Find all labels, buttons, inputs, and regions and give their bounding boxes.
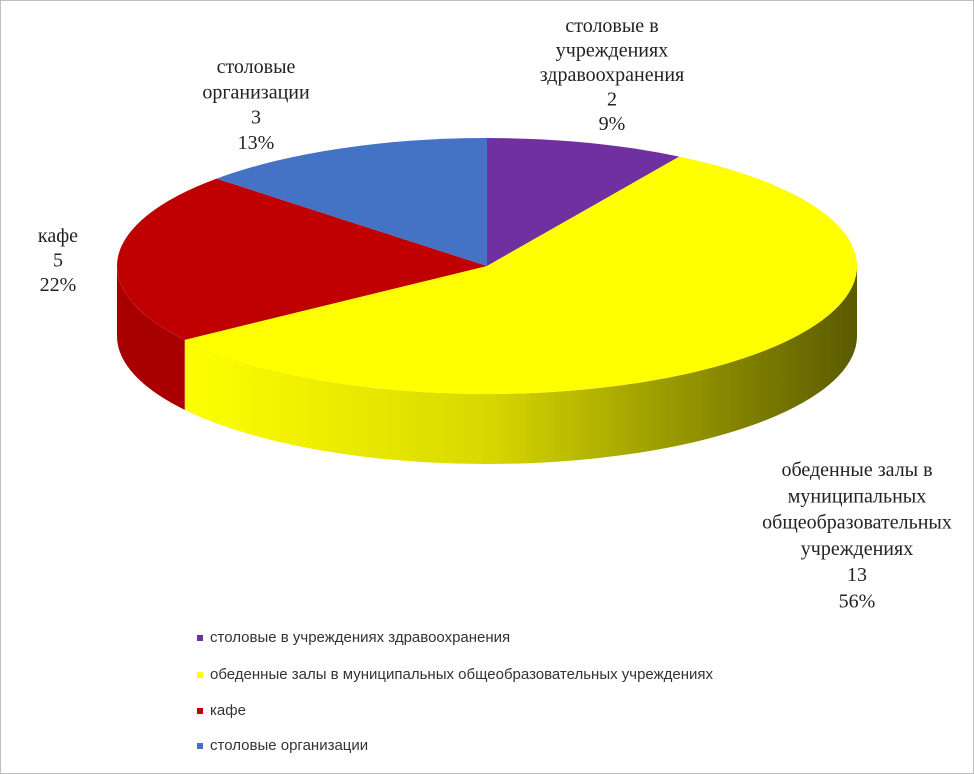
slice [216, 138, 487, 266]
legend-marker [197, 743, 203, 749]
data-label: 56% [839, 591, 876, 613]
data-label: 13 [847, 564, 867, 586]
legend-label: обеденные залы в муниципальных общеобраз… [210, 666, 714, 683]
slice [184, 156, 858, 394]
data-label: учреждениях [801, 538, 913, 560]
data-label: 13% [238, 132, 275, 154]
legend-label: кафе [210, 702, 246, 719]
legend-marker [197, 672, 203, 678]
data-label: столовые [217, 56, 296, 78]
data-label: 9% [599, 113, 626, 135]
data-label: 2 [607, 89, 617, 111]
legend-label: столовые в учреждениях здравоохранения [210, 629, 510, 646]
legend-marker [197, 635, 203, 641]
slice-side [117, 266, 185, 410]
data-label: учреждениях [556, 40, 668, 62]
data-label: здравоохранения [540, 64, 684, 86]
data-label: обеденные залы в [781, 459, 932, 481]
data-label: 5 [53, 250, 63, 272]
data-label: организации [202, 81, 310, 103]
data-label: муниципальных [788, 485, 926, 507]
data-label: 3 [251, 107, 261, 129]
data-label: общеобразовательных [762, 512, 952, 534]
legend-label: столовые организации [210, 737, 368, 754]
slice [117, 178, 487, 340]
slice [487, 138, 680, 266]
data-label: столовые в [565, 15, 658, 37]
legend-marker [197, 708, 203, 714]
data-label: кафе [38, 225, 78, 247]
data-label: 22% [40, 274, 77, 296]
slice-side [184, 266, 858, 464]
